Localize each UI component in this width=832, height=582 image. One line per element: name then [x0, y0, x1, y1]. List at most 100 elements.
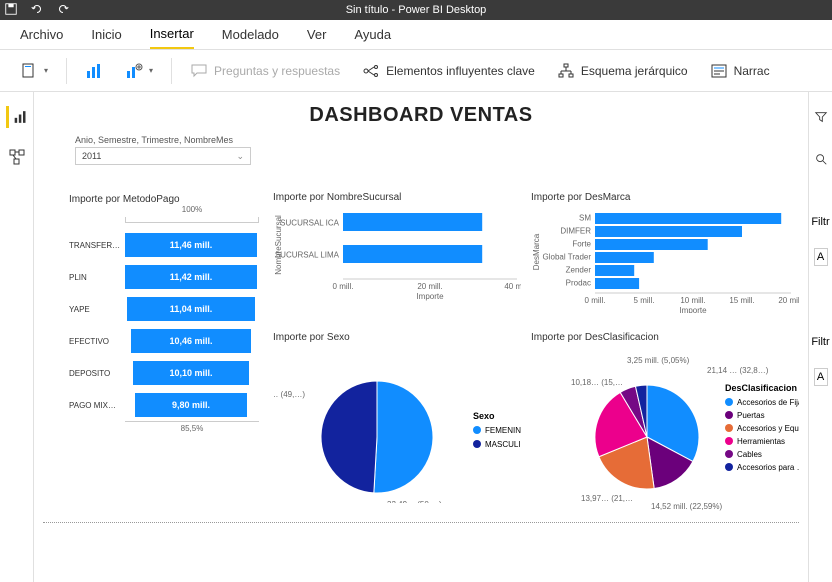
viz-clasif[interactable]: Importe por DesClasificacion 3,25 mill. … [531, 332, 799, 508]
svg-text:Accesorios y Equi…: Accesorios y Equi… [737, 424, 799, 433]
influencers-icon [362, 62, 380, 80]
svg-text:14,52 mill. (22,59%): 14,52 mill. (22,59%) [651, 502, 722, 511]
menu-archivo[interactable]: Archivo [20, 21, 63, 48]
viz-marca-title: Importe por DesMarca [531, 192, 799, 203]
left-view-rail [0, 92, 34, 582]
menubar: Archivo Inicio Insertar Modelado Ver Ayu… [0, 20, 832, 50]
svg-text:10,18… (15,…: 10,18… (15,… [571, 378, 623, 387]
svg-text:FEMENINO: FEMENINO [485, 426, 521, 435]
hierarchy-icon [557, 62, 575, 80]
speech-icon [190, 62, 208, 80]
titlebar: Sin título - Power BI Desktop [0, 0, 832, 20]
menu-insertar[interactable]: Insertar [150, 20, 194, 49]
bar [343, 213, 482, 231]
svg-text:15 mill.: 15 mill. [729, 296, 754, 305]
report-view-button[interactable] [6, 106, 28, 128]
menu-modelado[interactable]: Modelado [222, 21, 279, 48]
chart-plus-icon [125, 62, 143, 80]
viz-metodo-pago[interactable]: Importe por MetodoPago 100% TRANSFER… 11… [69, 194, 259, 494]
paste-button[interactable]: ▾ [12, 58, 56, 84]
svg-text:Sexo: Sexo [473, 411, 495, 421]
svg-text:MASCULINO: MASCULINO [485, 440, 521, 449]
svg-text:SUCURSAL ICA: SUCURSAL ICA [280, 219, 339, 228]
bar [595, 252, 654, 263]
pie-slice [321, 381, 377, 493]
funnel-cat: PAGO MIX… [69, 401, 125, 410]
svg-text:20 mill.: 20 mill. [778, 296, 799, 305]
funnel-cat: PLIN [69, 273, 125, 282]
funnel-bar: 10,46 mill. [131, 329, 252, 353]
funnel-bar: 10,10 mill. [133, 361, 249, 385]
funnel-cat: YAPE [69, 305, 125, 314]
quick-access[interactable] [4, 2, 70, 19]
hierarchy-label: Esquema jerárquico [581, 64, 688, 78]
save-icon[interactable] [4, 2, 18, 19]
pane-box-a[interactable]: A [814, 248, 828, 266]
clasif-chart: 3,25 mill. (5,05%)10,18… (15,…13,97… (21… [531, 343, 799, 511]
report-canvas[interactable]: DASHBOARD VENTAS Anio, Semestre, Trimest… [39, 98, 803, 528]
more-visuals-button[interactable]: ▾ [117, 58, 161, 84]
svg-text:40 mill.: 40 mill. [504, 282, 521, 291]
svg-text:0 mill.: 0 mill. [333, 282, 354, 291]
viz-sexo-title: Importe por Sexo [273, 332, 521, 343]
ribbon: ▾ ▾ Preguntas y respuestas Elementos inf… [0, 50, 832, 92]
svg-text:5 mill.: 5 mill. [634, 296, 655, 305]
svg-text:Puertas: Puertas [737, 411, 765, 420]
viz-sexo[interactable]: Importe por Sexo 31,7… (49,…) 32,49… (50,… [273, 332, 521, 508]
viz-marca[interactable]: Importe por DesMarca DesMarcaSMDIMFERFor… [531, 192, 799, 312]
funnel-row: PAGO MIX… 9,80 mill. [69, 389, 259, 421]
hierarchy-button[interactable]: Esquema jerárquico [549, 58, 696, 84]
svg-text:31,7… (49,…): 31,7… (49,…) [273, 390, 305, 399]
svg-text:Importe: Importe [679, 306, 707, 313]
page-icon [20, 62, 38, 80]
key-influencers-button[interactable]: Elementos influyentes clave [354, 58, 543, 84]
bar [595, 239, 708, 250]
chevron-down-icon: ⌄ [236, 151, 244, 162]
svg-text:DesClasificacion: DesClasificacion [725, 383, 797, 393]
narrative-label: Narrac [734, 64, 770, 78]
sexo-chart: 31,7… (49,…) 32,49… (50,…) Sexo FEMENINO MAS… [273, 343, 521, 503]
menu-ver[interactable]: Ver [307, 21, 327, 48]
slicer-label: Anio, Semestre, Trimestre, NombreMes [75, 135, 803, 145]
slicer-dropdown[interactable]: 2011 ⌄ [75, 147, 251, 165]
new-visual-button[interactable] [77, 58, 111, 84]
filters-pane-label[interactable]: Filtr [811, 216, 829, 228]
svg-text:Accesorios de Fija…: Accesorios de Fija… [737, 398, 799, 407]
funnel-cat: EFECTIVO [69, 337, 125, 346]
svg-text:DesMarca: DesMarca [532, 233, 541, 270]
narrative-button[interactable]: Narrac [702, 58, 778, 84]
page-break-indicator [43, 522, 799, 523]
bar [595, 265, 634, 276]
menu-inicio[interactable]: Inicio [91, 21, 121, 48]
svg-text:Herramientas: Herramientas [737, 437, 785, 446]
svg-text:32,49… (50,…): 32,49… (50,…) [387, 500, 442, 503]
funnel-bar: 11,04 mill. [127, 297, 254, 321]
svg-text:Importe: Importe [416, 292, 444, 301]
funnel-cat: DEPOSITO [69, 369, 125, 378]
menu-ayuda[interactable]: Ayuda [354, 21, 391, 48]
viz-sucursal[interactable]: Importe por NombreSucursal NombreSucursa… [273, 192, 521, 312]
marca-chart: DesMarcaSMDIMFERForteGlobal TraderZender… [531, 203, 799, 313]
model-view-button[interactable] [6, 146, 28, 168]
search-icon[interactable] [810, 148, 832, 170]
dashboard-title: DASHBOARD VENTAS [39, 104, 803, 127]
funnel-row: DEPOSITO 10,10 mill. [69, 357, 259, 389]
svg-text:Forte: Forte [572, 240, 591, 249]
bar [595, 278, 639, 289]
qna-button[interactable]: Preguntas y respuestas [182, 58, 348, 84]
funnel-cat: TRANSFER… [69, 241, 125, 250]
svg-text:Cables: Cables [737, 450, 762, 459]
pane-box-b[interactable]: A [814, 368, 828, 386]
undo-icon[interactable] [30, 2, 44, 19]
funnel-row: YAPE 11,04 mill. [69, 293, 259, 325]
pie-slice [374, 381, 433, 493]
svg-text:Zender: Zender [566, 266, 592, 275]
fields-pane-label[interactable]: Filtr [811, 336, 829, 348]
funnel-bottom-label: 85,5% [125, 421, 259, 439]
funnel-bar: 11,42 mill. [125, 265, 256, 289]
funnel-top-label: 100% [125, 205, 259, 223]
filter-icon[interactable] [810, 106, 832, 128]
redo-icon[interactable] [56, 2, 70, 19]
sucursal-chart: NombreSucursalSUCURSAL ICASUCURSAL LIMA0… [273, 203, 521, 309]
funnel-bar: 11,46 mill. [125, 233, 257, 257]
